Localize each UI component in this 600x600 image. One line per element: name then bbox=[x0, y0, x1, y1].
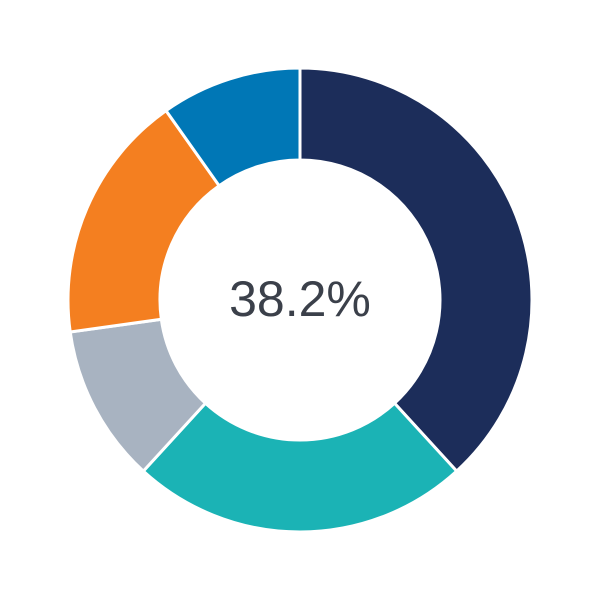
donut-slice-5 bbox=[163, 66, 302, 188]
donut-slice-1 bbox=[298, 66, 534, 474]
donut-slice-2 bbox=[141, 401, 459, 534]
center-label: 38.2% bbox=[229, 271, 371, 327]
slices bbox=[66, 66, 534, 534]
